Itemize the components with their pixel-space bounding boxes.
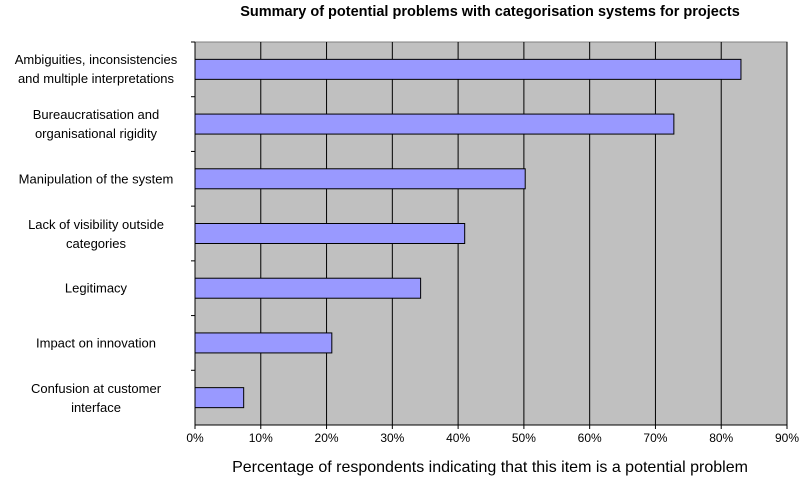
bar (194, 113, 675, 135)
x-tick-label: 60% (578, 431, 602, 445)
chart-title: Summary of potential problems with categ… (240, 4, 740, 20)
bar (194, 223, 466, 244)
x-tick-label: 70% (643, 431, 667, 445)
y-tick-label: Legitimacy (64, 280, 128, 296)
y-tick-label: Impact on innovation (36, 335, 156, 351)
bar (194, 387, 245, 409)
x-tick-label: 0% (186, 431, 204, 445)
x-tick-label: 80% (709, 431, 733, 445)
x-tick-label: 90% (775, 431, 799, 445)
x-tick-label: 10% (249, 431, 273, 445)
x-tick-label: 30% (380, 431, 404, 445)
y-tick-label: Manipulation of the system (18, 171, 174, 187)
y-tick-label: Lack of visibility outside categories (28, 216, 164, 251)
x-tick-label: 40% (446, 431, 470, 445)
bar (194, 277, 422, 299)
bar (194, 168, 526, 190)
y-tick-label: Ambiguities, inconsistencies and multipl… (14, 52, 178, 87)
y-tick-label: Bureaucratisation and organisational rig… (32, 107, 160, 142)
bar (194, 58, 742, 80)
y-tick-label: Confusion at customer interface (30, 380, 162, 415)
x-axis-title: Percentage of respondents indicating tha… (232, 459, 748, 476)
x-tick-label: 20% (315, 431, 339, 445)
bar (194, 332, 333, 354)
x-tick-label: 50% (512, 431, 536, 445)
